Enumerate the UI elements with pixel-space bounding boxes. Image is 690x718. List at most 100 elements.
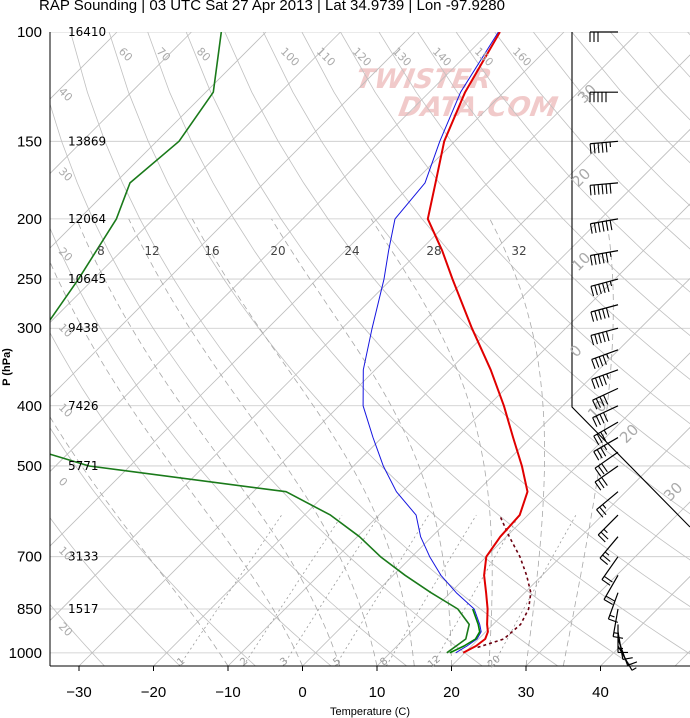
wind-barb-half-flag — [603, 445, 608, 451]
wind-barb-flag — [602, 283, 606, 294]
mixing-ratio-line — [282, 514, 380, 666]
wind-barb — [593, 421, 619, 446]
mixing-ratio-label: 16 — [204, 244, 219, 258]
theta-e-line — [50, 32, 470, 654]
dry-adiabat — [262, 32, 690, 515]
moist-adiabat — [271, 218, 452, 666]
wind-barb-flag — [602, 308, 606, 319]
wind-barb-flag — [609, 220, 613, 231]
wind-barb-flag — [594, 334, 598, 345]
wind-barb-flag — [589, 223, 593, 234]
left-isotherm-label: 20 — [56, 620, 75, 639]
moist-adiabat — [370, 218, 493, 666]
wind-barb-flag — [594, 310, 598, 321]
isotherm-label: 100 — [278, 45, 302, 69]
height-label: 10645 — [68, 272, 106, 286]
annotations: 16410 13869 12064 10645 9438 7426 5771 3133 1517… — [56, 25, 686, 670]
wind-barb-flag — [601, 463, 608, 473]
wind-barb-flag — [589, 185, 592, 196]
isotherm-line — [451, 426, 690, 666]
hodograph-boundary — [571, 32, 690, 528]
wind-barb-flag — [598, 284, 602, 295]
temperature-line — [426, 32, 529, 654]
wind-barb-flag — [603, 394, 609, 405]
y-tick-label: 100 — [17, 24, 42, 41]
wind-barb-flag — [598, 356, 604, 367]
wind-barb-flag — [622, 657, 633, 660]
dry-adiabat — [185, 32, 690, 607]
y-tick-label: 1000 — [9, 645, 42, 662]
wind-barb-staff — [593, 437, 619, 453]
wind-barb-half-flag — [602, 504, 607, 509]
wind-barb-flag — [609, 183, 612, 194]
mixing-ratio-label: 12 — [144, 244, 159, 258]
wind-barb-half-flag — [603, 528, 608, 534]
dry-adiabat — [108, 32, 634, 666]
wind-barb-flag — [598, 333, 602, 344]
mixing-ratio-line — [178, 514, 282, 666]
dry-adiabat — [147, 32, 690, 655]
wind-barb-staff — [599, 536, 619, 559]
wind-barb-flag — [597, 534, 606, 543]
wind-barb — [590, 327, 619, 346]
dry-adiabat — [301, 32, 690, 470]
isotherm-line — [376, 352, 690, 666]
wind-barb-flag — [603, 575, 613, 583]
isotherm-line — [50, 32, 416, 398]
isotherm-line — [50, 32, 267, 249]
mixing-ratio-label: 8 — [97, 244, 105, 258]
mixing-ratio-line — [492, 514, 577, 666]
left-isotherm-label: 0 — [56, 475, 70, 489]
wind-barb-half-flag — [609, 614, 615, 618]
moist-adiabat — [191, 218, 415, 666]
wind-barb-flag — [605, 595, 615, 602]
isotherm-line — [78, 54, 690, 666]
height-label: 7426 — [68, 399, 99, 413]
wind-barb — [592, 405, 619, 427]
right-isotherm-label: 0 — [566, 341, 585, 360]
wind-barb-staff — [592, 387, 619, 401]
wind-barb-flag — [603, 599, 613, 606]
height-label: 9438 — [68, 321, 99, 335]
y-tick-label: 200 — [17, 211, 42, 228]
wind-barb-flag — [599, 557, 609, 565]
wind-barb-half-flag — [604, 551, 610, 556]
wind-barb-flag — [605, 252, 609, 263]
wind-barb — [596, 491, 619, 518]
wind-barb-flag — [601, 142, 604, 153]
wind-barb-flag — [600, 431, 607, 442]
wind-barb — [591, 369, 619, 389]
wind-barb-flag — [601, 221, 605, 232]
wind-barb-panel — [589, 31, 638, 671]
height-label: 13869 — [68, 134, 106, 148]
height-label: 1517 — [68, 602, 99, 616]
x-tick-label: −30 — [66, 684, 91, 701]
isotherm-line — [153, 128, 690, 666]
wind-barb — [592, 387, 619, 410]
height-label: 16410 — [68, 25, 106, 39]
y-tick-label: 150 — [17, 133, 42, 150]
wind-barb-staff — [593, 421, 619, 437]
wind-barb — [601, 556, 619, 586]
dry-adiabat — [378, 32, 690, 380]
isotherm-line — [50, 32, 490, 473]
x-tick-label: −10 — [215, 684, 240, 701]
mixing-ratio-label: 28 — [426, 244, 441, 258]
wind-barb-staff — [597, 514, 619, 536]
dry-adiabat — [571, 32, 690, 164]
dry-adiabat — [532, 32, 690, 207]
mixing-ratio-label: 32 — [511, 244, 526, 258]
x-tick-label: −20 — [141, 684, 166, 701]
wind-barb-flag — [602, 355, 607, 365]
wind-barb-flag — [597, 479, 605, 489]
wind-barb-flag — [601, 184, 604, 195]
y-axis-label: P (hPa) — [1, 348, 13, 386]
isotherm-line — [50, 32, 341, 324]
wind-barb-half-flag — [606, 373, 609, 379]
wind-barb-staff — [590, 182, 619, 186]
x-axis-label: Temperature (C) — [330, 706, 410, 718]
wind-barb-flag — [590, 335, 595, 346]
wind-barb-half-flag — [609, 280, 613, 287]
wind-barb-flag — [602, 554, 611, 562]
wind-barb-flag — [589, 255, 593, 266]
